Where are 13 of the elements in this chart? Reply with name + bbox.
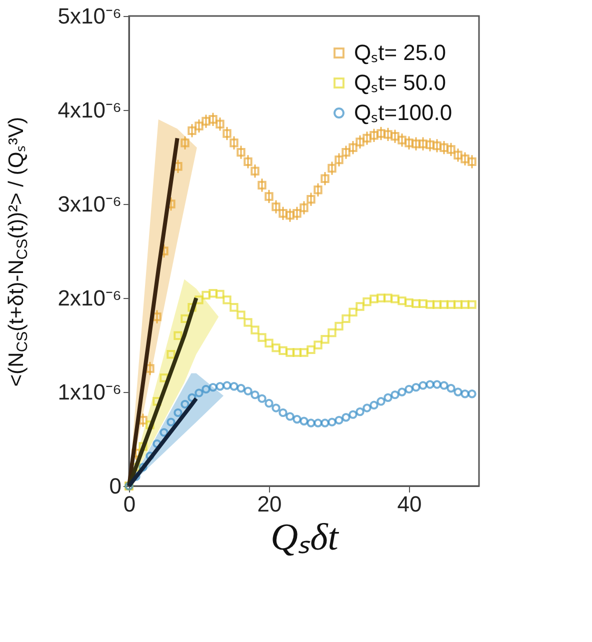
y-tick-label: 5x10⁻⁶ [58,4,122,28]
y-axis-title: <(NCS(t+δt)-NCS(t))²> / (Qₛ³V) [5,116,31,387]
y-tick-label: 1x10⁻⁶ [58,380,122,404]
y-tick-label: 0 [109,474,122,498]
y-tick-label: 3x10⁻⁶ [58,192,122,216]
x-tick-label: 40 [397,492,422,516]
legend-label: Qₛt= 25.0 [354,40,446,65]
legend-label: Qₛt=100.0 [354,100,452,125]
x-axis-title: Qₛδt [270,516,340,558]
y-tick-label: 4x10⁻⁶ [58,98,122,122]
legend-label: Qₛt= 50.0 [354,70,446,95]
y-tick-label: 2x10⁻⁶ [58,286,122,310]
x-tick-label: 20 [257,492,282,516]
